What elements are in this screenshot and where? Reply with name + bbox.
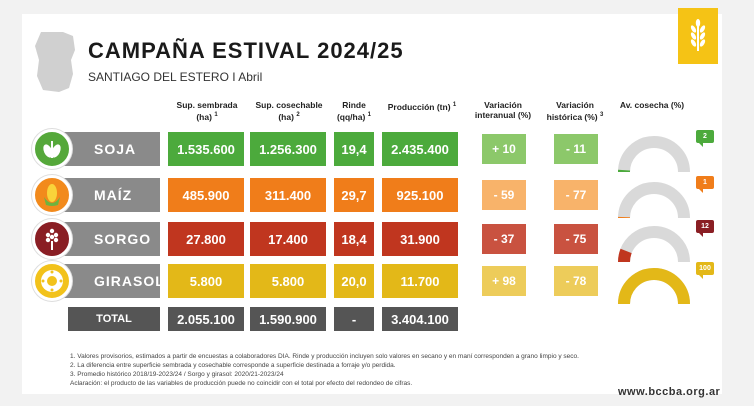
cell-produccion: 925.100: [382, 178, 458, 212]
header-produccion: Producción (tn) 1: [387, 101, 457, 112]
harvest-badge: 100: [696, 262, 714, 279]
cell-var-historica: - 11: [554, 134, 598, 164]
footnote: 1. Valores provisorios, estimados a part…: [70, 353, 579, 360]
footnotes: 1. Valores provisorios, estimados a part…: [70, 352, 579, 388]
harvest-badge: 1: [696, 176, 714, 193]
cell-rinde: 29,7: [334, 178, 374, 212]
harvest-gauge: [618, 226, 690, 263]
gauge-track: [618, 136, 690, 173]
province-map-icon: [35, 32, 75, 92]
cell-sembrada: 5.800: [168, 264, 244, 298]
cell-rinde: 20,0: [334, 264, 374, 298]
cell-sembrada: 1.535.600: [168, 132, 244, 166]
cell-produccion: 11.700: [382, 264, 458, 298]
header-rinde: Rinde (qq/ha) 1: [336, 100, 372, 122]
header-var-interanual: Variación interanual (%): [474, 100, 532, 120]
wheat-logo-icon: [678, 8, 718, 64]
page-subtitle: SANTIAGO DEL ESTERO I Abril: [88, 70, 263, 84]
crop-label-3: GIRASOL: [58, 264, 164, 298]
page-title: CAMPAÑA ESTIVAL 2024/25: [88, 38, 404, 63]
website-url[interactable]: www.bccba.org.ar: [618, 386, 721, 398]
crop-label-2: SORGO: [58, 222, 160, 256]
cell-var-historica: - 75: [554, 224, 598, 254]
soy-icon: [32, 129, 72, 169]
total-rinde: -: [334, 307, 374, 331]
cell-var-interanual: - 59: [482, 180, 526, 210]
cell-produccion: 2.435.400: [382, 132, 458, 166]
cell-var-interanual: + 98: [482, 266, 526, 296]
total-produccion: 3.404.100: [382, 307, 458, 331]
gauge-fill: [618, 248, 632, 263]
harvest-badge: 2: [696, 130, 714, 147]
gauge-track: [618, 226, 690, 263]
cell-cosechable: 5.800: [250, 264, 326, 298]
total-label: TOTAL: [68, 307, 160, 331]
cell-cosechable: 17.400: [250, 222, 326, 256]
cell-var-historica: - 78: [554, 266, 598, 296]
total-sembrada: 2.055.100: [168, 307, 244, 331]
cell-cosechable: 1.256.300: [250, 132, 326, 166]
header-av-cosecha: Av. cosecha (%): [619, 100, 685, 110]
sunflower-icon: [32, 261, 72, 301]
gauge-track: [618, 182, 690, 219]
gauge-fill: [618, 268, 690, 305]
cell-rinde: 18,4: [334, 222, 374, 256]
cell-var-historica: - 77: [554, 180, 598, 210]
cell-cosechable: 311.400: [250, 178, 326, 212]
crop-label-0: SOJA: [58, 132, 160, 166]
footnote: Aclaración: el producto de las variables…: [70, 380, 413, 387]
cell-produccion: 31.900: [382, 222, 458, 256]
footnote: 3. Promedio histórico 2018/19-2023/24 / …: [70, 371, 284, 378]
cell-sembrada: 27.800: [168, 222, 244, 256]
footnote: 2. La diferencia entre superficie sembra…: [70, 362, 396, 369]
header-sup-cosechable: Sup. cosechable (ha) 2: [255, 100, 323, 122]
cell-var-interanual: + 10: [482, 134, 526, 164]
cell-rinde: 19,4: [334, 132, 374, 166]
crop-label-1: MAÍZ: [58, 178, 160, 212]
total-cosechable: 1.590.900: [250, 307, 326, 331]
corn-icon: [32, 175, 72, 215]
sorghum-icon: [32, 219, 72, 259]
harvest-gauge: [617, 182, 690, 219]
header-var-historica: Variación histórica (%) 3: [546, 100, 604, 122]
cell-sembrada: 485.900: [168, 178, 244, 212]
cell-var-interanual: - 37: [482, 224, 526, 254]
harvest-gauge: [618, 268, 690, 305]
harvest-gauge: [618, 136, 690, 173]
harvest-badge: 12: [696, 220, 714, 237]
header-sup-sembrada: Sup. sembrada (ha) 1: [176, 100, 238, 122]
